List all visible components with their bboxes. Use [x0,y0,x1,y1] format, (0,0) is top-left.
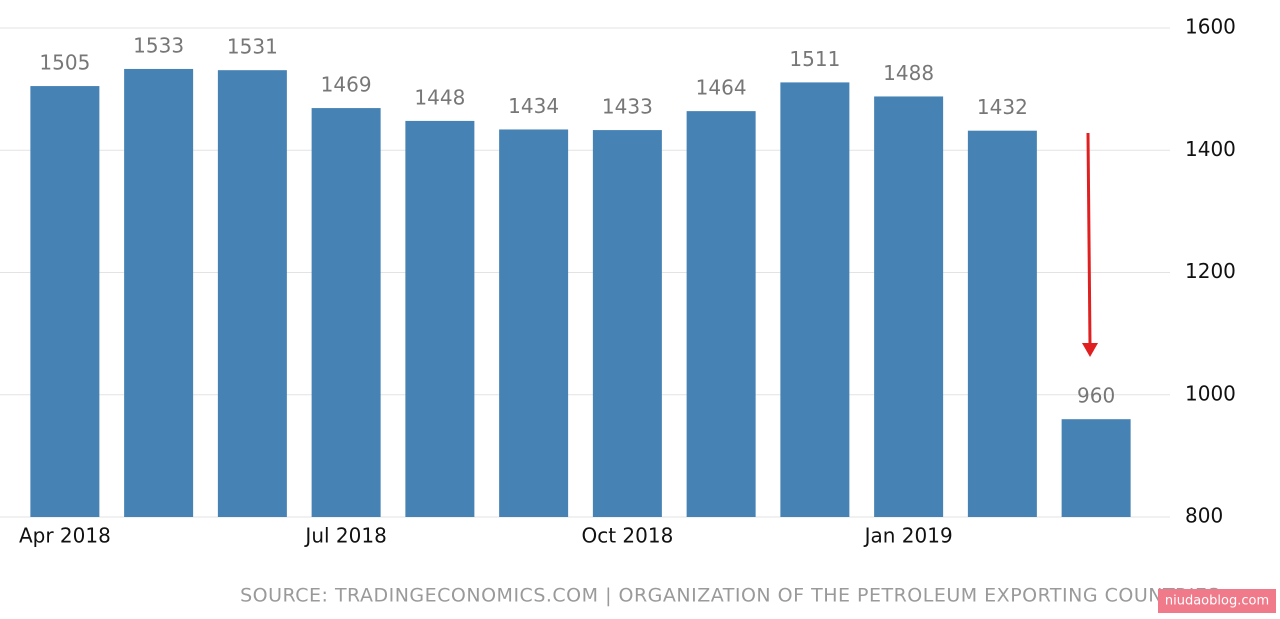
value-label: 1505 [39,51,90,75]
x-tick-label: Apr 2018 [19,524,111,548]
bar [405,120,475,517]
value-label: 1488 [883,61,934,85]
value-label: 1469 [321,73,372,97]
value-label: 1432 [977,95,1028,119]
bar [217,70,287,518]
value-label: 1531 [227,35,278,59]
bar [780,82,850,518]
x-tick-label: Oct 2018 [581,524,673,548]
y-tick-label: 1600 [1185,15,1236,39]
value-label: 1433 [602,95,653,119]
y-tick-label: 800 [1185,504,1223,528]
y-tick-label: 1400 [1185,137,1236,161]
value-label: 1464 [696,76,747,100]
value-label: 960 [1077,384,1115,408]
bar [124,68,194,518]
watermark: niudaoblog.com [1165,594,1269,609]
value-label: 1533 [133,33,184,57]
y-tick-label: 1200 [1185,259,1236,283]
bar [967,130,1037,517]
bar [874,96,944,518]
arrow-shaft [1086,132,1092,346]
x-tick-label: Jul 2018 [303,524,386,548]
value-label: 1448 [414,85,465,109]
red-arrow [1082,132,1098,357]
bar [1061,419,1131,517]
bar [499,129,569,517]
bar [311,108,381,517]
source-note: SOURCE: TRADINGECONOMICS.COM | ORGANIZAT… [240,585,1220,607]
x-tick-label: Jan 2019 [863,524,953,548]
arrow-head [1082,343,1098,357]
bar [592,130,662,518]
bar [30,86,100,517]
value-label: 1511 [789,47,840,71]
value-label: 1434 [508,94,559,118]
watermark-box [1158,589,1276,613]
bar [686,111,756,517]
y-tick-label: 1000 [1185,381,1236,405]
